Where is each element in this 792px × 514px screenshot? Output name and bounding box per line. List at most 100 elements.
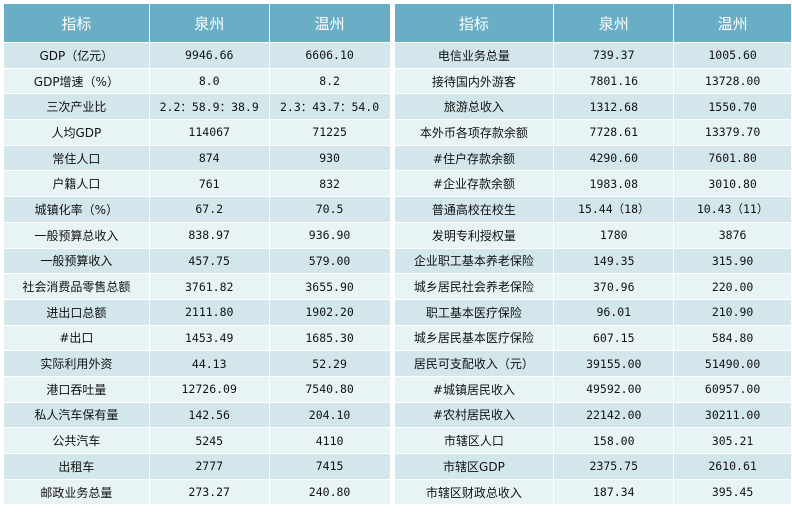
indicator-cell: 公共汽车 (3, 427, 150, 454)
quanzhou-value: 44.13 (148, 350, 270, 377)
wenzhou-value: 7540.80 (268, 375, 391, 403)
indicator-cell: 实际利用外资 (3, 350, 150, 377)
wenzhou-value: 210.90 (673, 298, 792, 326)
wenzhou-value: 584.80 (673, 324, 792, 352)
table-row: #住户存款余额 4290.60 7601.80 (393, 144, 792, 172)
table-row: 三次产业比 2.2：58.9：38.9 2.3：43.7：54.0 (3, 93, 391, 121)
left-table: 指标 泉州 温州 GDP（亿元） 9946.66 6606.10 GDP增速（%） 8.0 8… (3, 3, 391, 506)
wenzhou-value: 7601.80 (673, 144, 792, 172)
quanzhou-value: 370.96 (553, 273, 675, 300)
table-row: 常住人口 874 930 (3, 144, 391, 172)
table-row: 普通高校在校生 15.44（18） 10.43（11） (393, 196, 792, 223)
quanzhou-value: 1453.49 (148, 324, 270, 352)
wenzhou-value: 52.29 (268, 350, 391, 377)
table-row: 实际利用外资 44.13 52.29 (3, 350, 391, 377)
quanzhou-value: 874 (148, 144, 270, 172)
quanzhou-value: 114067 (148, 119, 270, 146)
quanzhou-value: 96.01 (553, 298, 675, 326)
indicator-cell: 普通高校在校生 (393, 196, 555, 223)
table-row: 公共汽车 5245 4110 (3, 427, 391, 454)
quanzhou-value: 2111.80 (148, 298, 270, 326)
indicator-cell: 城乡居民社会养老保险 (393, 273, 555, 300)
table-row: 本外币各项存款余额 7728.61 13379.70 (393, 119, 792, 146)
table-row: 电信业务总量 739.37 1005.60 (393, 42, 792, 69)
quanzhou-value: 607.15 (553, 324, 675, 352)
table-row: 出租车 2777 7415 (3, 453, 391, 480)
wenzhou-value: 70.5 (268, 196, 391, 223)
quanzhou-value: 1983.08 (553, 170, 675, 198)
indicator-cell: 电信业务总量 (393, 42, 555, 69)
quanzhou-value: 4290.60 (553, 144, 675, 172)
quanzhou-value: 8.0 (148, 67, 270, 95)
wenzhou-value: 3655.90 (268, 273, 391, 300)
wenzhou-value: 220.00 (673, 273, 792, 300)
right-table: 指标 泉州 温州 电信业务总量 739.37 1005.60 接待国内外游客 7801.16… (393, 3, 792, 506)
quanzhou-value: 7801.16 (553, 67, 675, 95)
indicator-cell: 发明专利授权量 (393, 221, 555, 249)
quanzhou-value: 838.97 (148, 221, 270, 249)
table-row: 一般预算总收入 838.97 936.90 (3, 221, 391, 249)
wenzhou-value: 60957.00 (673, 375, 792, 403)
table-row: 社会消费品零售总额 3761.82 3655.90 (3, 273, 391, 300)
header-wenzhou: 温州 (673, 3, 792, 43)
table-row: 进出口总额 2111.80 1902.20 (3, 298, 391, 326)
table-row: 接待国内外游客 7801.16 13728.00 (393, 67, 792, 95)
indicator-cell: GDP增速（%） (3, 67, 150, 95)
indicator-cell: #农村居民收入 (393, 401, 555, 429)
table-row: GDP（亿元） 9946.66 6606.10 (3, 42, 391, 69)
table-row: #出口 1453.49 1685.30 (3, 324, 391, 352)
indicator-cell: 企业职工基本养老保险 (393, 247, 555, 275)
indicator-cell: 户籍人口 (3, 170, 150, 198)
header-row: 指标 泉州 温州 (3, 3, 391, 43)
quanzhou-value: 158.00 (553, 427, 675, 454)
quanzhou-value: 39155.00 (553, 350, 675, 377)
quanzhou-value: 15.44（18） (553, 196, 675, 223)
quanzhou-value: 1312.68 (553, 93, 675, 121)
wenzhou-value: 1902.20 (268, 298, 391, 326)
table-row: 旅游总收入 1312.68 1550.70 (393, 93, 792, 121)
quanzhou-value: 739.37 (553, 42, 675, 69)
indicator-cell: 市辖区财政总收入 (393, 478, 555, 506)
wenzhou-value: 71225 (268, 119, 391, 146)
quanzhou-value: 273.27 (148, 478, 270, 506)
indicator-cell: 三次产业比 (3, 93, 150, 121)
quanzhou-value: 457.75 (148, 247, 270, 275)
quanzhou-value: 187.34 (553, 478, 675, 506)
wenzhou-value: 4110 (268, 427, 391, 454)
wenzhou-value: 3876 (673, 221, 792, 249)
wenzhou-value: 30211.00 (673, 401, 792, 429)
wenzhou-value: 1550.70 (673, 93, 792, 121)
quanzhou-value: 2375.75 (553, 453, 675, 480)
table-row: 城乡居民基本医疗保险 607.15 584.80 (393, 324, 792, 352)
wenzhou-value: 10.43（11） (673, 196, 792, 223)
table-row: 市辖区财政总收入 187.34 395.45 (393, 478, 792, 506)
table-row: 市辖区GDP 2375.75 2610.61 (393, 453, 792, 480)
wenzhou-value: 204.10 (268, 401, 391, 429)
indicator-cell: GDP（亿元） (3, 42, 150, 69)
wenzhou-value: 1685.30 (268, 324, 391, 352)
wenzhou-value: 579.00 (268, 247, 391, 275)
quanzhou-value: 149.35 (553, 247, 675, 275)
indicator-cell: 出租车 (3, 453, 150, 480)
indicator-cell: 私人汽车保有量 (3, 401, 150, 429)
table-row: 城镇化率（%） 67.2 70.5 (3, 196, 391, 223)
quanzhou-value: 67.2 (148, 196, 270, 223)
wenzhou-value: 395.45 (673, 478, 792, 506)
table-row: 户籍人口 761 832 (3, 170, 391, 198)
indicator-cell: 接待国内外游客 (393, 67, 555, 95)
quanzhou-value: 7728.61 (553, 119, 675, 146)
quanzhou-value: 761 (148, 170, 270, 198)
indicator-cell: #城镇居民收入 (393, 375, 555, 403)
table-row: 职工基本医疗保险 96.01 210.90 (393, 298, 792, 326)
wenzhou-value: 930 (268, 144, 391, 172)
indicator-cell: 城镇化率（%） (3, 196, 150, 223)
indicator-cell: #出口 (3, 324, 150, 352)
table-row: 发明专利授权量 1780 3876 (393, 221, 792, 249)
comparison-tables: 指标 泉州 温州 GDP（亿元） 9946.66 6606.10 GDP增速（%） 8.0 8… (3, 3, 792, 506)
header-row: 指标 泉州 温州 (393, 3, 792, 43)
indicator-cell: 城乡居民基本医疗保险 (393, 324, 555, 352)
wenzhou-value: 8.2 (268, 67, 391, 95)
header-quanzhou: 泉州 (148, 3, 270, 43)
wenzhou-value: 936.90 (268, 221, 391, 249)
indicator-cell: 本外币各项存款余额 (393, 119, 555, 146)
